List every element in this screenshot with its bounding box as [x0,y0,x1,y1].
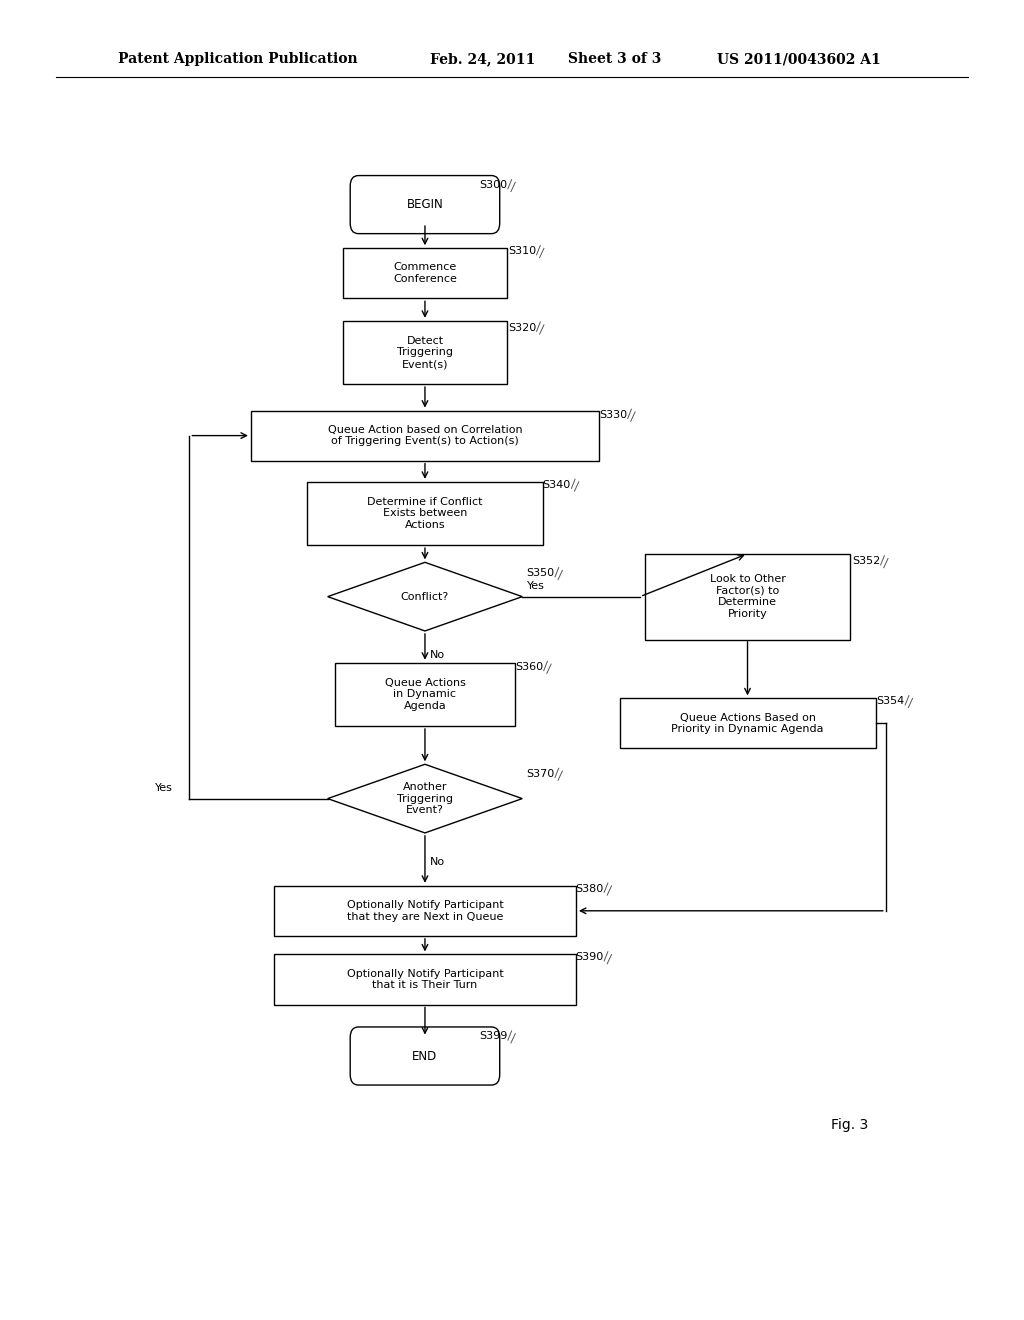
Text: S360: S360 [515,661,543,672]
Text: S320: S320 [508,322,537,333]
Polygon shape [328,562,522,631]
Text: S354: S354 [877,696,905,706]
Text: Patent Application Publication: Patent Application Publication [118,53,357,66]
Text: Commence
Conference: Commence Conference [393,263,457,284]
Text: BEGIN: BEGIN [407,198,443,211]
Bar [273,954,575,1005]
Text: Determine if Conflict
Exists between
Actions: Determine if Conflict Exists between Act… [368,496,482,531]
Text: Queue Actions Based on
Priority in Dynamic Agenda: Queue Actions Based on Priority in Dynam… [672,713,823,734]
Bar [343,248,507,298]
Bar [307,482,543,545]
Bar [645,554,850,639]
Text: S399: S399 [479,1031,508,1041]
FancyBboxPatch shape [350,176,500,234]
Text: S370: S370 [526,768,555,779]
Text: Fig. 3: Fig. 3 [831,1118,868,1131]
Text: END: END [413,1049,437,1063]
Text: Optionally Notify Participant
that they are Next in Queue: Optionally Notify Participant that they … [346,900,504,921]
Text: Yes: Yes [155,783,173,793]
Text: S390: S390 [575,952,604,962]
Bar [336,663,514,726]
Text: Optionally Notify Participant
that it is Their Turn: Optionally Notify Participant that it is… [346,969,504,990]
Text: US 2011/0043602 A1: US 2011/0043602 A1 [717,53,881,66]
Bar [620,698,876,748]
Text: Queue Action based on Correlation
of Triggering Event(s) to Action(s): Queue Action based on Correlation of Tri… [328,425,522,446]
Text: S350: S350 [526,568,554,578]
Text: Yes: Yes [527,581,545,591]
Text: No: No [430,649,445,660]
Bar [343,321,507,384]
Polygon shape [328,764,522,833]
Text: Sheet 3 of 3: Sheet 3 of 3 [568,53,662,66]
Text: S300: S300 [479,180,507,190]
Text: Queue Actions
in Dynamic
Agenda: Queue Actions in Dynamic Agenda [385,677,465,711]
Text: Feb. 24, 2011: Feb. 24, 2011 [430,53,536,66]
Text: S380: S380 [575,883,604,894]
Text: S340: S340 [543,479,571,490]
Text: Detect
Triggering
Event(s): Detect Triggering Event(s) [397,335,453,370]
Text: No: No [430,857,445,867]
Bar [251,411,599,461]
Text: Look to Other
Factor(s) to
Determine
Priority: Look to Other Factor(s) to Determine Pri… [710,574,785,619]
Bar [273,886,575,936]
Text: S352: S352 [852,556,881,566]
Text: Conflict?: Conflict? [400,591,450,602]
Text: Another
Triggering
Event?: Another Triggering Event? [397,781,453,816]
FancyBboxPatch shape [350,1027,500,1085]
Text: S330: S330 [599,409,627,420]
Text: S310: S310 [508,246,536,256]
